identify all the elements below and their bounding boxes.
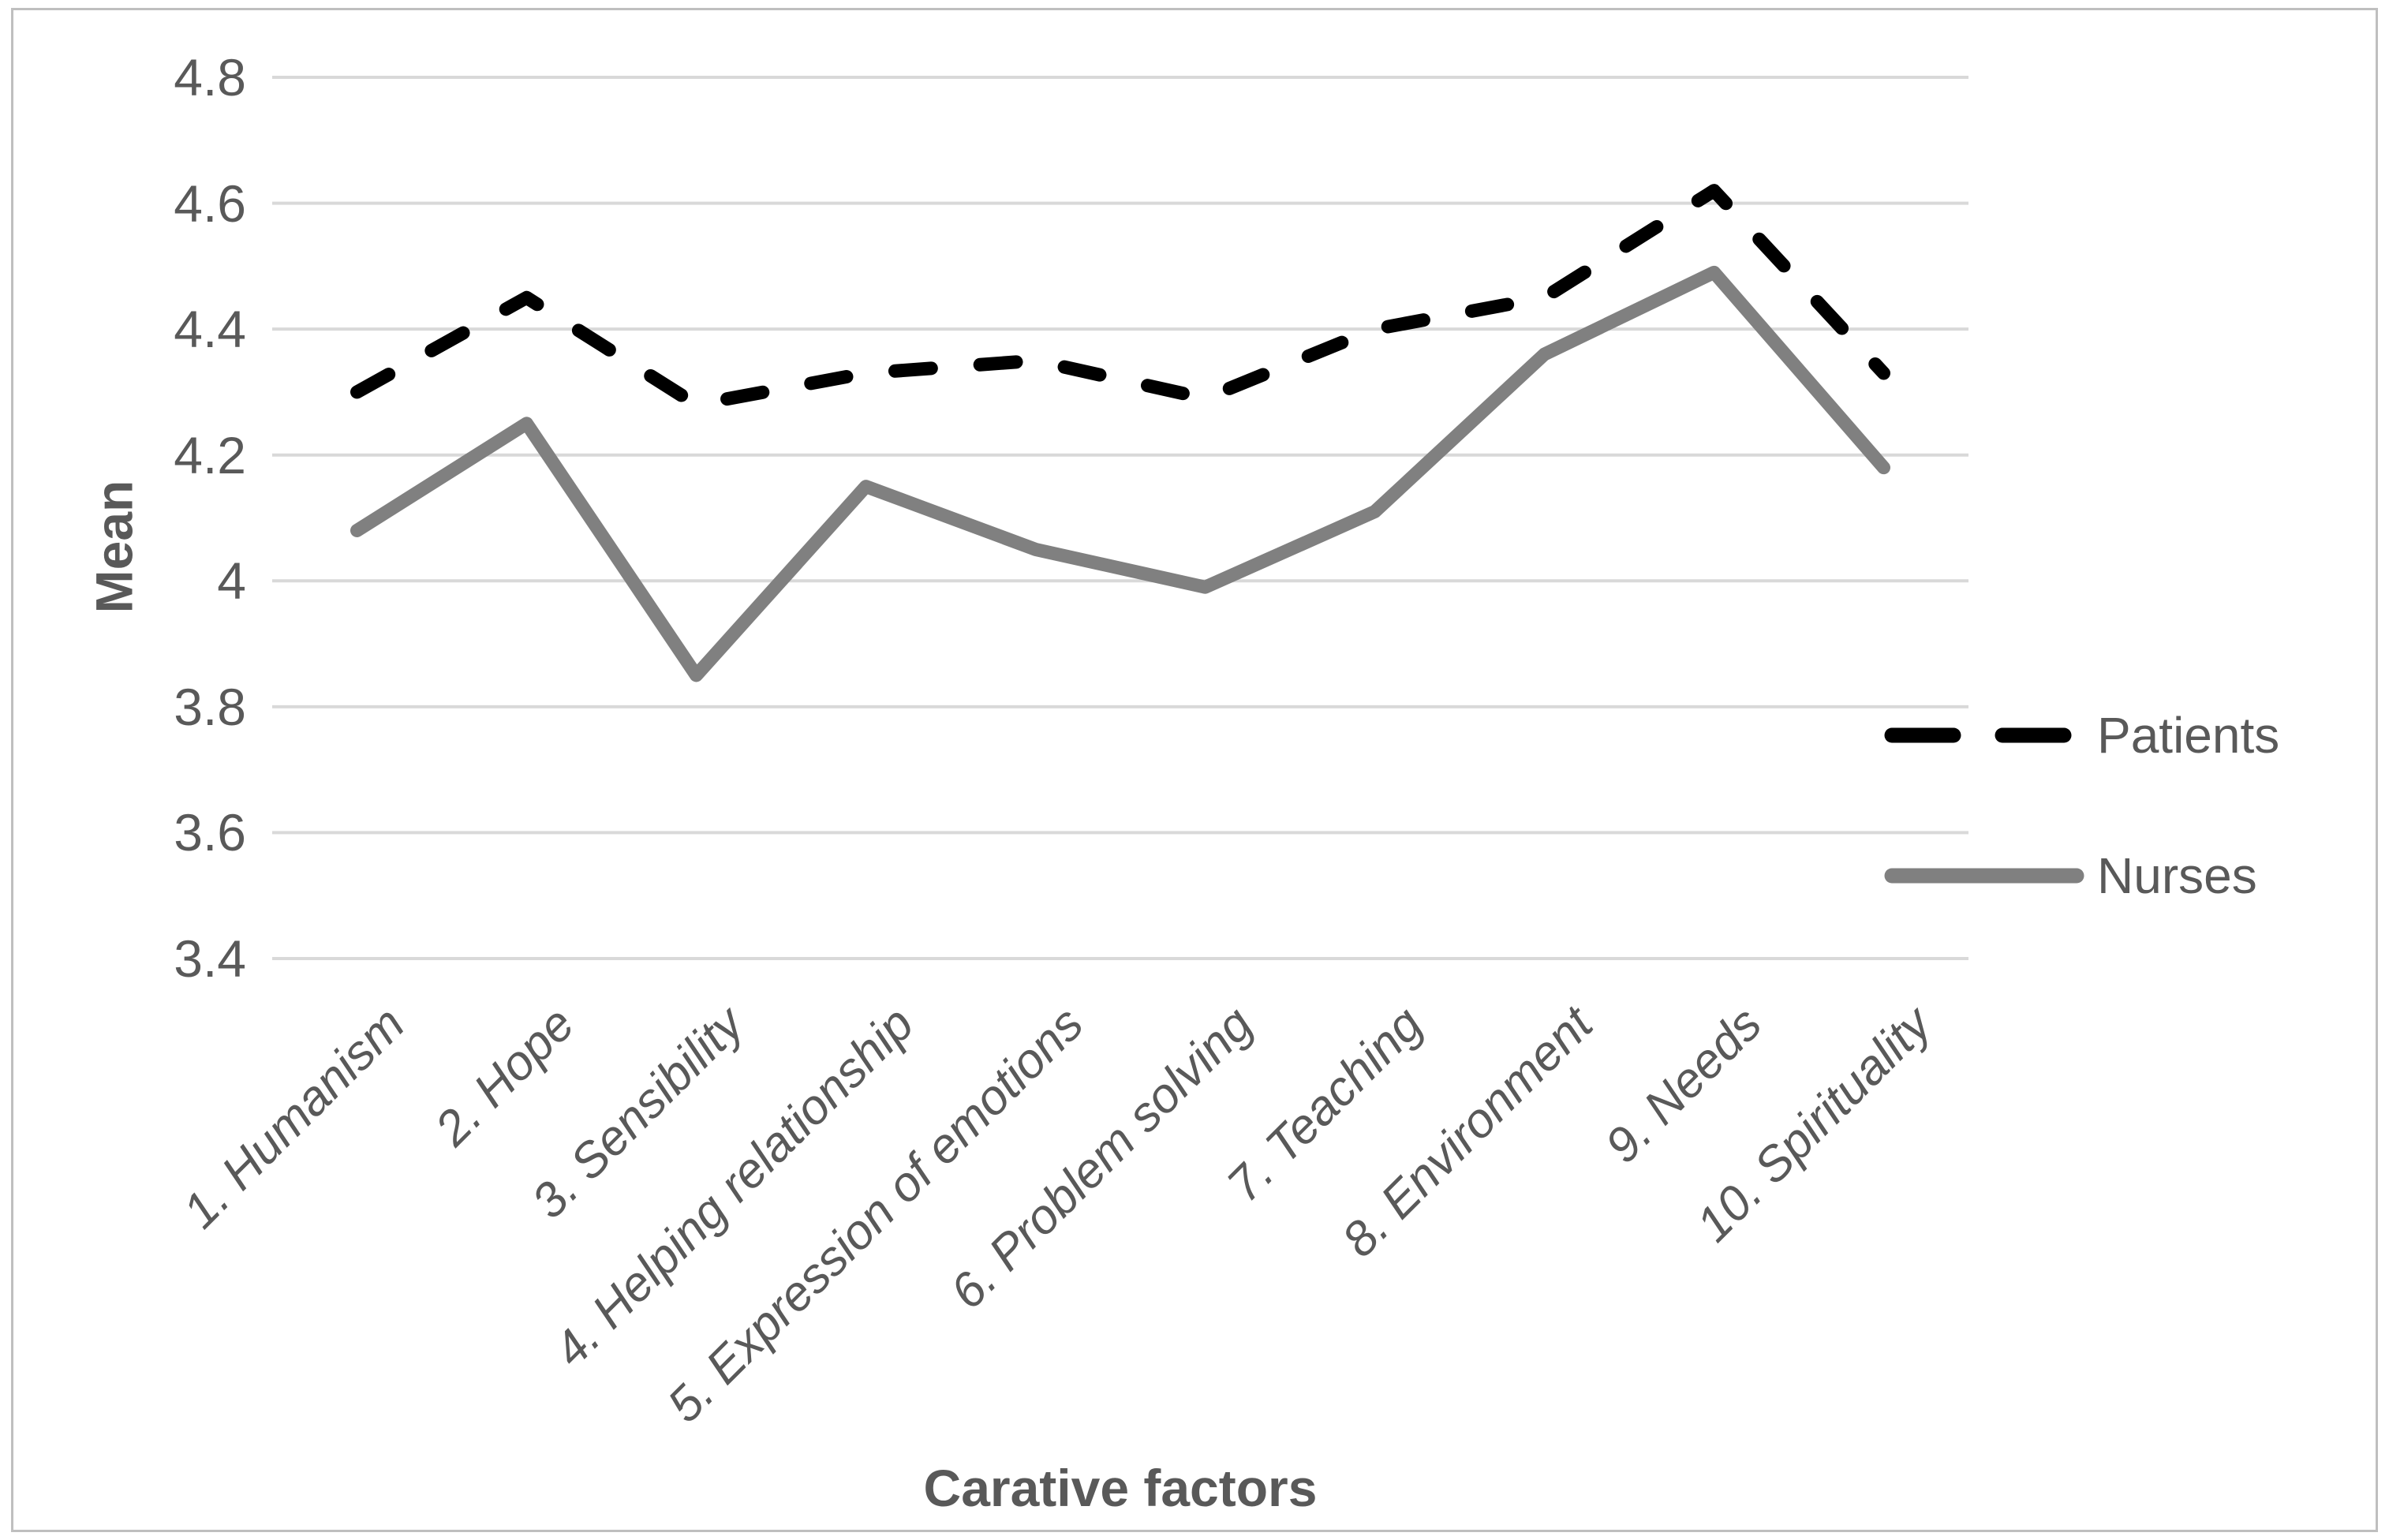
y-tick-label: 4.2 [174,425,246,484]
y-tick-label: 4.4 [174,300,246,359]
x-axis-title: Carative factors [923,1459,1318,1517]
chart-border [11,8,2378,1532]
legend-label-nurses: Nurses [2097,847,2257,904]
y-tick-label: 4 [217,551,246,611]
y-tick-label: 4.8 [174,48,246,107]
y-tick-label: 3.8 [174,677,246,736]
series-nurses-line [350,265,1890,682]
y-axis-title: Mean [84,480,144,614]
legend-label-patients: Patients [2097,707,2280,764]
y-tick-label: 3.4 [174,929,246,988]
y-tick-label: 4.6 [174,174,246,233]
series-patients-line [350,184,1890,412]
y-tick-label: 3.6 [174,803,246,862]
